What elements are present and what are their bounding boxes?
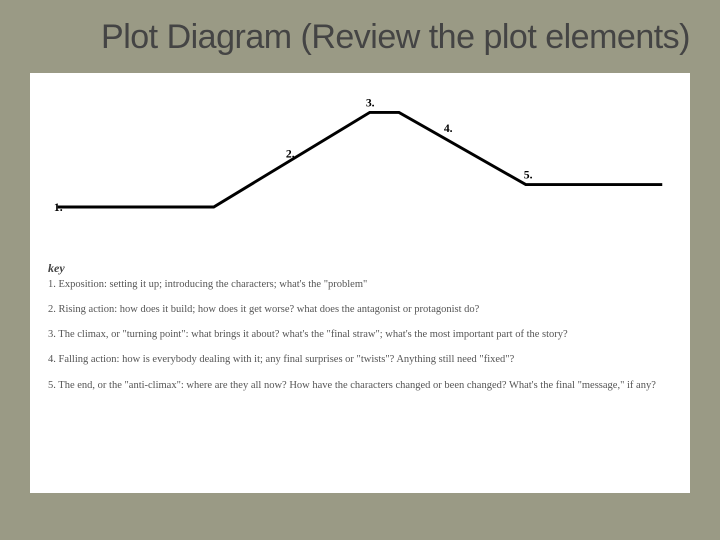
key-item-5: 5. The end, or the "anti-climax": where … — [48, 379, 672, 392]
title-area: Plot Diagram (Review the plot elements) — [0, 0, 720, 65]
content-panel: 1. 2. 3. 4. 5. key 1. Exposition: settin… — [30, 73, 690, 493]
plot-line-diagram: 1. 2. 3. 4. 5. — [48, 93, 672, 243]
key-item-4: 4. Falling action: how is everybody deal… — [48, 353, 672, 366]
point-label-2: 2. — [286, 147, 295, 160]
key-item-3: 3. The climax, or "turning point": what … — [48, 328, 672, 341]
key-item-1: 1. Exposition: setting it up; introducin… — [48, 278, 672, 291]
point-label-4: 4. — [444, 122, 453, 135]
key-heading: key — [48, 261, 672, 276]
plot-polyline — [58, 113, 663, 208]
key-block: key 1. Exposition: setting it up; introd… — [48, 261, 672, 392]
slide-title: Plot Diagram (Review the plot elements) — [30, 18, 690, 57]
point-label-3: 3. — [366, 97, 375, 110]
point-label-1: 1. — [54, 201, 63, 214]
key-item-2: 2. Rising action: how does it build; how… — [48, 303, 672, 316]
point-label-5: 5. — [524, 169, 533, 182]
